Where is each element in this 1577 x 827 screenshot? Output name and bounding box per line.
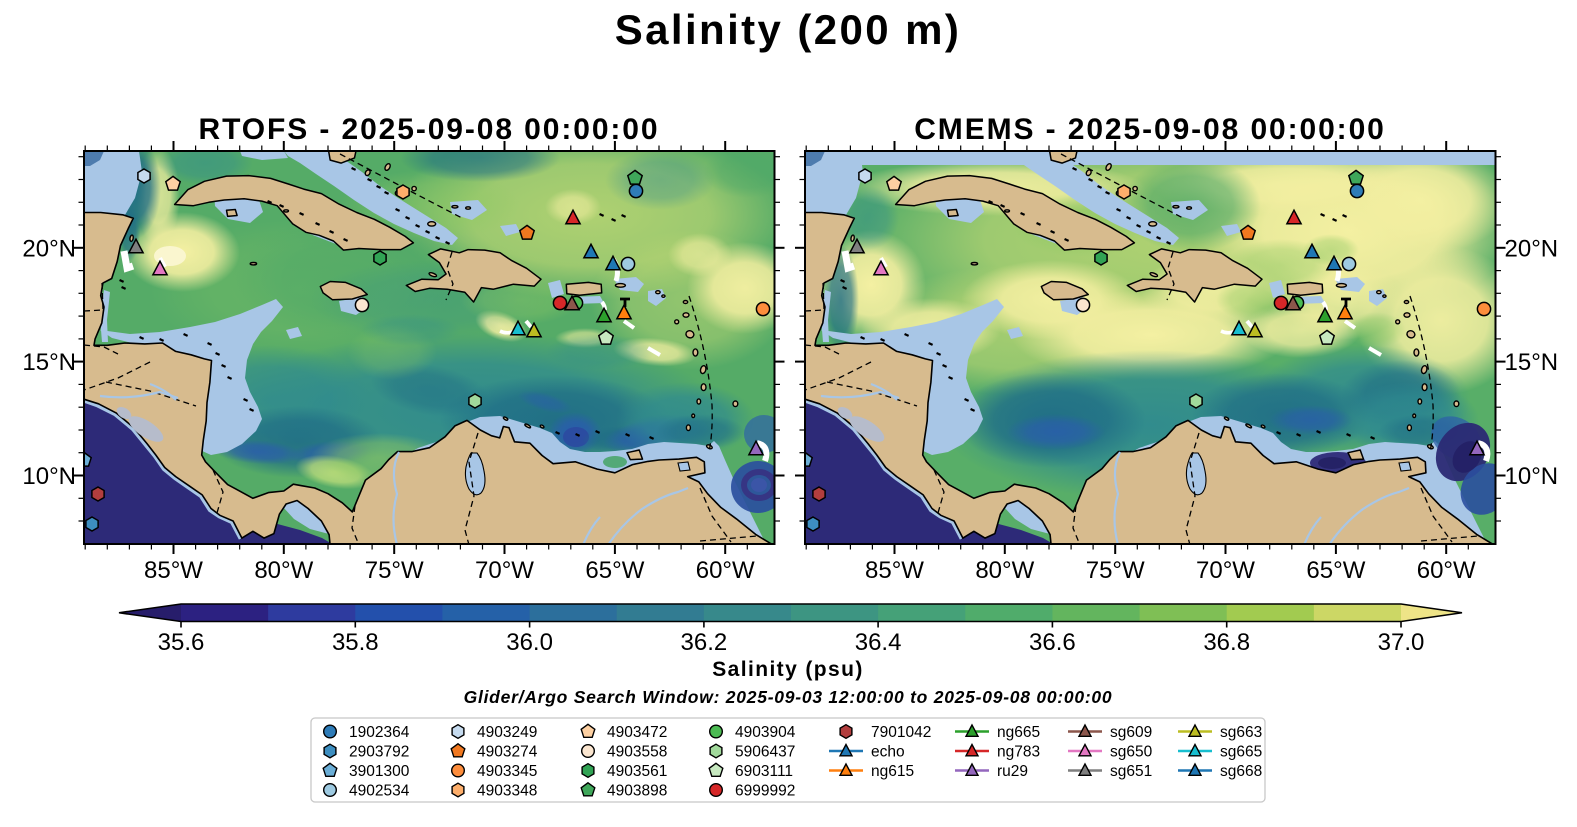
svg-text:36.8: 36.8 [1203,629,1250,656]
svg-text:1902364: 1902364 [349,724,410,741]
svg-text:echo: echo [871,744,905,761]
svg-text:36.0: 36.0 [506,629,553,656]
svg-text:4903274: 4903274 [477,744,538,761]
svg-text:sg663: sg663 [1220,724,1262,741]
svg-text:70°W: 70°W [1196,557,1255,584]
svg-text:20°N: 20°N [22,235,76,262]
svg-text:10°N: 10°N [22,463,76,490]
svg-text:RTOFS - 2025-09-08 00:00:00: RTOFS - 2025-09-08 00:00:00 [199,113,660,146]
svg-text:ng615: ng615 [871,763,914,780]
svg-text:2903792: 2903792 [349,744,409,761]
svg-text:Salinity (200 m): Salinity (200 m) [615,6,962,53]
svg-text:6903111: 6903111 [735,763,793,780]
svg-text:65°W: 65°W [1306,557,1365,584]
svg-text:sg609: sg609 [1110,724,1152,741]
svg-text:4903561: 4903561 [607,763,667,780]
svg-text:75°W: 75°W [1086,557,1145,584]
svg-text:36.6: 36.6 [1029,629,1076,656]
svg-text:4903345: 4903345 [477,763,537,780]
svg-text:20°N: 20°N [1505,235,1559,262]
svg-text:6999992: 6999992 [735,783,795,800]
svg-text:36.4: 36.4 [855,629,902,656]
svg-text:4903904: 4903904 [735,724,796,741]
svg-text:4903348: 4903348 [477,783,537,800]
svg-text:4903558: 4903558 [607,744,667,761]
svg-text:15°N: 15°N [22,349,76,376]
svg-text:4903898: 4903898 [607,783,667,800]
svg-text:sg650: sg650 [1110,744,1153,761]
svg-text:sg668: sg668 [1220,763,1262,780]
svg-text:Salinity (psu): Salinity (psu) [712,658,863,681]
svg-text:5906437: 5906437 [735,744,795,761]
svg-text:80°W: 80°W [975,557,1034,584]
svg-text:35.6: 35.6 [158,629,205,656]
svg-text:65°W: 65°W [585,557,644,584]
svg-text:sg651: sg651 [1110,763,1152,780]
svg-text:4903472: 4903472 [607,724,667,741]
svg-text:3901300: 3901300 [349,763,410,780]
svg-text:sg665: sg665 [1220,744,1262,761]
svg-text:4902534: 4902534 [349,783,410,800]
svg-text:15°N: 15°N [1505,349,1559,376]
svg-text:80°W: 80°W [254,557,313,584]
svg-text:60°W: 60°W [1417,557,1476,584]
svg-text:70°W: 70°W [475,557,534,584]
svg-text:ng665: ng665 [997,724,1040,741]
svg-text:60°W: 60°W [696,557,755,584]
svg-text:85°W: 85°W [865,557,924,584]
svg-text:4903249: 4903249 [477,724,537,741]
svg-text:ru29: ru29 [997,763,1028,780]
svg-text:35.8: 35.8 [332,629,379,656]
svg-text:75°W: 75°W [365,557,424,584]
svg-text:85°W: 85°W [144,557,203,584]
svg-text:Glider/Argo Search Window: 202: Glider/Argo Search Window: 2025-09-03 12… [464,687,1113,707]
svg-text:ng783: ng783 [997,744,1040,761]
svg-text:CMEMS - 2025-09-08 00:00:00: CMEMS - 2025-09-08 00:00:00 [914,113,1386,146]
svg-text:7901042: 7901042 [871,724,931,741]
svg-text:37.0: 37.0 [1378,629,1425,656]
svg-text:36.2: 36.2 [681,629,728,656]
svg-text:10°N: 10°N [1505,463,1559,490]
